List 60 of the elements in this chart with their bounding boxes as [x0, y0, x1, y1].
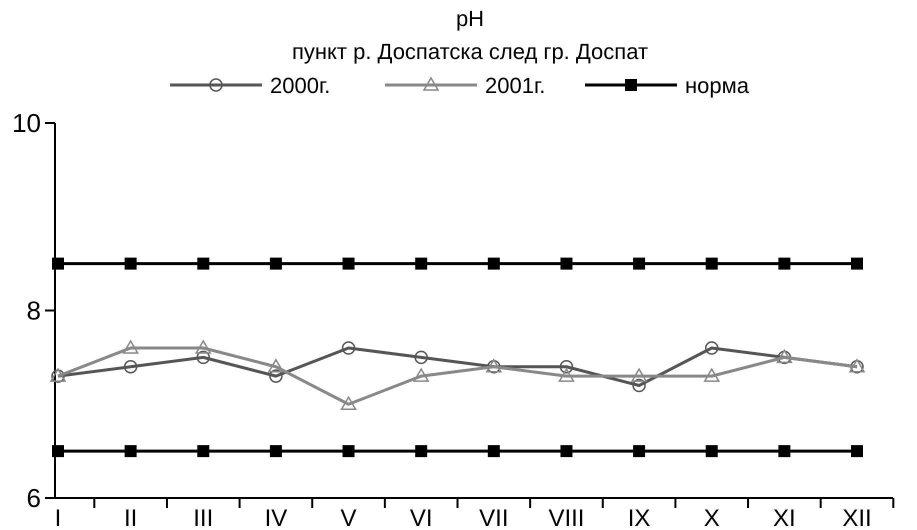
point [124, 360, 138, 374]
chart-subtitle: пункт р. Доспатска след гр. Доспат [292, 39, 648, 64]
point [488, 445, 500, 458]
point [270, 258, 282, 270]
point [706, 258, 718, 270]
point [342, 341, 356, 355]
point [560, 258, 572, 270]
point [415, 445, 428, 458]
point [270, 445, 282, 458]
x-tick-label: XII [842, 505, 872, 530]
y-tick-label: 10 [12, 108, 41, 138]
point [706, 445, 718, 458]
point [633, 258, 646, 270]
point [122, 340, 138, 354]
y-tick-label: 6 [26, 483, 41, 514]
point [124, 445, 137, 458]
point [560, 360, 574, 374]
x-tick-label: III [193, 505, 214, 530]
legend-label: 2001г. [485, 73, 546, 98]
point [704, 341, 718, 355]
point [342, 258, 355, 270]
point [414, 350, 428, 364]
point [851, 258, 863, 270]
point [778, 258, 790, 270]
point [342, 445, 355, 458]
x-tick-label: I [54, 505, 62, 530]
point [413, 368, 429, 382]
x-tick-label: IV [264, 505, 288, 530]
x-tick-label: VI [410, 505, 433, 530]
point [196, 340, 212, 354]
x-tick-label: IX [628, 505, 650, 530]
point [197, 445, 210, 458]
point [196, 350, 210, 364]
point [52, 445, 64, 458]
x-tick-label: XI [773, 505, 796, 530]
x-tick-label: VIII [548, 505, 584, 530]
point [631, 368, 647, 382]
point [269, 369, 283, 383]
y-tick-label: 8 [26, 296, 41, 326]
point [197, 258, 210, 270]
point [633, 445, 646, 458]
point [124, 258, 137, 270]
point [52, 258, 64, 270]
point [560, 445, 572, 458]
x-tick-label: X [704, 505, 720, 530]
point [851, 445, 863, 458]
point [488, 258, 500, 270]
x-tick-label: VII [479, 505, 508, 530]
x-tick-label: V [340, 505, 357, 530]
x-tick-label: II [124, 505, 138, 530]
legend-label: норма [685, 73, 750, 98]
point [340, 396, 356, 410]
point [558, 368, 574, 382]
point [268, 359, 284, 372]
point [704, 368, 720, 382]
point [415, 258, 428, 270]
legend-label: 2000г. [270, 73, 330, 98]
chart-title: pH [456, 6, 484, 31]
point [778, 445, 790, 458]
point [632, 378, 646, 392]
